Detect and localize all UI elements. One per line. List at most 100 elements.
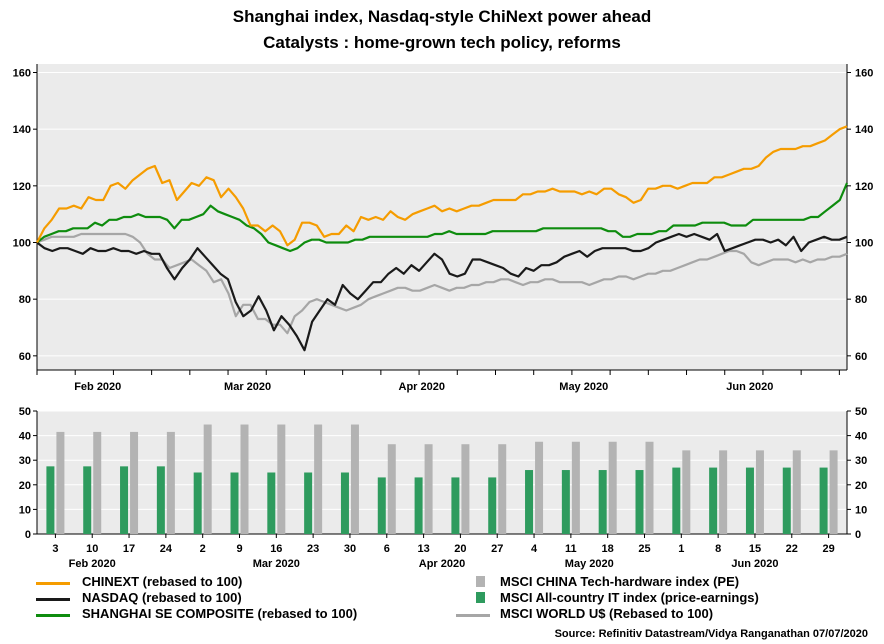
bar-pe-it bbox=[83, 466, 92, 534]
bar-month-label: Jun 2020 bbox=[731, 558, 778, 570]
bar-month-label: Apr 2020 bbox=[419, 558, 465, 570]
bar-y-tick-label-left: 0 bbox=[25, 529, 31, 541]
bar-pe-it bbox=[230, 472, 239, 534]
bar-y-tick-label-left: 20 bbox=[19, 480, 31, 492]
legend-pe-hardware-label: MSCI CHINA Tech-hardware index (PE) bbox=[500, 574, 740, 589]
legend-pe-it-swatch bbox=[476, 592, 485, 603]
y-tick-label-left: 140 bbox=[13, 124, 31, 136]
bar-pe-hardware bbox=[571, 441, 580, 534]
legend-nasdaq-label: NASDAQ (rebased to 100) bbox=[82, 590, 242, 605]
legend-world-label: MSCI WORLD U$ (Rebased to 100) bbox=[500, 606, 714, 621]
bar-month-label: Mar 2020 bbox=[253, 558, 300, 570]
bar-pe-hardware bbox=[608, 441, 617, 534]
y-tick-label-left: 120 bbox=[13, 181, 31, 193]
bar-x-label: 16 bbox=[270, 543, 282, 555]
bar-pe-hardware bbox=[277, 424, 286, 534]
bar-pe-it bbox=[672, 467, 681, 534]
bar-y-tick-label-left: 50 bbox=[19, 406, 31, 418]
bar-pe-it bbox=[451, 477, 460, 534]
bar-x-label: 3 bbox=[52, 543, 58, 555]
chart-title: Shanghai index, Nasdaq-style ChiNext pow… bbox=[232, 7, 652, 26]
y-tick-label-right: 100 bbox=[855, 238, 873, 250]
bar-pe-it bbox=[709, 467, 718, 534]
bar-y-tick-label-left: 40 bbox=[19, 431, 31, 443]
bar-x-label: 9 bbox=[236, 543, 242, 555]
bar-pe-it bbox=[635, 470, 644, 534]
bar-x-label: 22 bbox=[786, 543, 798, 555]
legend-shanghai-label: SHANGHAI SE COMPOSITE (rebased to 100) bbox=[82, 606, 358, 621]
x-month-label: May 2020 bbox=[559, 381, 608, 393]
series-line-nasdaq bbox=[36, 232, 848, 352]
bar-x-label: 23 bbox=[307, 543, 319, 555]
bar-x-label: 1 bbox=[678, 543, 684, 555]
bar-x-label: 27 bbox=[491, 543, 503, 555]
bar-y-tick-label-left: 10 bbox=[19, 504, 31, 516]
bar-pe-hardware bbox=[387, 444, 396, 534]
bar-pe-it bbox=[377, 477, 386, 534]
bar-pe-it bbox=[819, 467, 828, 534]
bar-pe-hardware bbox=[424, 444, 433, 534]
bar-x-label: 25 bbox=[638, 543, 650, 555]
bar-x-label: 15 bbox=[749, 543, 761, 555]
x-month-label: Feb 2020 bbox=[74, 381, 121, 393]
bar-x-label: 8 bbox=[715, 543, 721, 555]
bar-pe-it bbox=[525, 470, 534, 534]
x-month-label: Apr 2020 bbox=[399, 381, 445, 393]
bar-pe-it bbox=[414, 477, 423, 534]
bar-pe-it bbox=[156, 466, 165, 534]
bar-pe-hardware bbox=[350, 424, 359, 534]
bar-x-label: 17 bbox=[123, 543, 135, 555]
y-tick-label-right: 160 bbox=[855, 68, 873, 80]
y-tick-label-right: 120 bbox=[855, 181, 873, 193]
bar-pe-it bbox=[340, 472, 349, 534]
bar-pe-hardware bbox=[535, 441, 544, 534]
bar-pe-it bbox=[193, 472, 202, 534]
bar-y-tick-label-right: 40 bbox=[855, 431, 867, 443]
bar-pe-hardware bbox=[719, 450, 728, 534]
bar-x-label: 18 bbox=[602, 543, 614, 555]
y-tick-label-left: 60 bbox=[19, 351, 31, 363]
bar-x-label: 11 bbox=[565, 543, 577, 555]
bar-pe-hardware bbox=[829, 450, 838, 534]
bar-y-tick-label-right: 50 bbox=[855, 406, 867, 418]
series-line-world bbox=[36, 232, 848, 335]
legend-shanghai-swatch bbox=[36, 614, 70, 617]
series-line-shanghai bbox=[36, 182, 849, 253]
source-note: Source: Refinitiv Datastream/Vidya Ranga… bbox=[554, 628, 868, 640]
legend-chinext-label: CHINEXT (rebased to 100) bbox=[82, 574, 243, 589]
bar-x-label: 29 bbox=[822, 543, 834, 555]
bar-pe-it bbox=[46, 466, 55, 534]
bar-pe-hardware bbox=[166, 431, 175, 534]
bar-y-tick-label-left: 30 bbox=[19, 455, 31, 467]
bar-x-label: 4 bbox=[531, 543, 538, 555]
bar-x-label: 2 bbox=[200, 543, 206, 555]
bar-pe-hardware bbox=[755, 450, 764, 534]
y-tick-label-right: 80 bbox=[855, 294, 867, 306]
legend-pe-it-label: MSCI All-country IT index (price-earning… bbox=[500, 590, 759, 605]
x-month-label: Mar 2020 bbox=[224, 381, 271, 393]
y-tick-label-right: 140 bbox=[855, 124, 873, 136]
legend-pe-hardware-swatch bbox=[476, 576, 485, 587]
y-tick-label-left: 100 bbox=[13, 238, 31, 250]
bar-pe-hardware bbox=[461, 444, 470, 534]
y-tick-label-right: 60 bbox=[855, 351, 867, 363]
legend-chinext-swatch bbox=[36, 582, 70, 585]
series-line-chinext bbox=[36, 125, 848, 247]
y-tick-label-left: 160 bbox=[13, 68, 31, 80]
bar-x-label: 30 bbox=[344, 543, 356, 555]
bar-pe-hardware bbox=[56, 431, 65, 534]
bar-pe-it bbox=[120, 466, 129, 534]
line-chart: 60 60 80 80 100 100 120 120 140 140 160 160 Feb 2020… bbox=[13, 64, 873, 393]
legend-nasdaq-swatch bbox=[36, 598, 70, 601]
bar-y-tick-label-right: 0 bbox=[855, 529, 861, 541]
bar-pe-hardware bbox=[240, 424, 249, 534]
bar-x-label: 13 bbox=[417, 543, 429, 555]
bar-pe-hardware bbox=[93, 431, 102, 534]
bar-x-label: 10 bbox=[86, 543, 98, 555]
bar-pe-hardware bbox=[645, 441, 654, 534]
bar-pe-hardware bbox=[792, 450, 801, 534]
bar-month-label: Feb 2020 bbox=[69, 558, 116, 570]
bar-pe-hardware bbox=[130, 431, 139, 534]
